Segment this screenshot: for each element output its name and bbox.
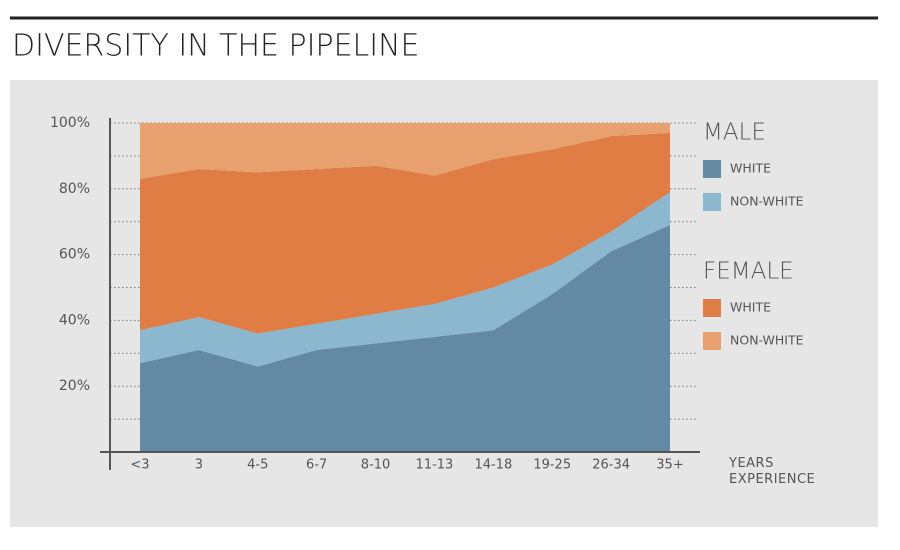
chart-title: DIVERSITY IN THE PIPELINE xyxy=(12,29,420,64)
x-tick-label: 14-18 xyxy=(474,458,512,473)
legend-label: WHITE xyxy=(730,300,771,315)
x-tick-label: 3 xyxy=(195,458,203,473)
legend-swatch xyxy=(703,160,721,178)
area xyxy=(140,224,670,452)
legend-label: NON-WHITE xyxy=(730,333,804,348)
y-tick-label: 20% xyxy=(59,378,90,394)
x-tick-label: 4-5 xyxy=(247,458,268,473)
legend-group-title: FEMALE xyxy=(703,259,794,285)
legend-label: NON-WHITE xyxy=(730,194,804,209)
x-axis-label: YEARS EXPERIENCE xyxy=(729,456,816,487)
x-tick-label: 6-7 xyxy=(306,458,327,473)
x-tick-label: 19-25 xyxy=(533,458,571,473)
legend-label: WHITE xyxy=(730,161,771,176)
y-tick-label: 80% xyxy=(59,181,90,197)
x-tick-label: 35+ xyxy=(656,458,683,473)
legend-swatch xyxy=(703,193,721,211)
y-tick-label: 100% xyxy=(50,115,90,131)
x-tick-label: <3 xyxy=(130,458,149,473)
y-tick-label: 60% xyxy=(59,247,90,263)
x-tick-label: 8-10 xyxy=(361,458,391,473)
legend-swatch xyxy=(703,299,721,317)
x-tick-label: 11-13 xyxy=(416,458,454,473)
area xyxy=(140,132,670,334)
y-tick-label: 40% xyxy=(59,312,90,328)
area xyxy=(140,192,670,367)
x-tick-label: 26-34 xyxy=(592,458,630,473)
legend-swatch xyxy=(703,332,721,350)
legend-group-title: MALE xyxy=(703,120,766,146)
area xyxy=(140,123,670,179)
